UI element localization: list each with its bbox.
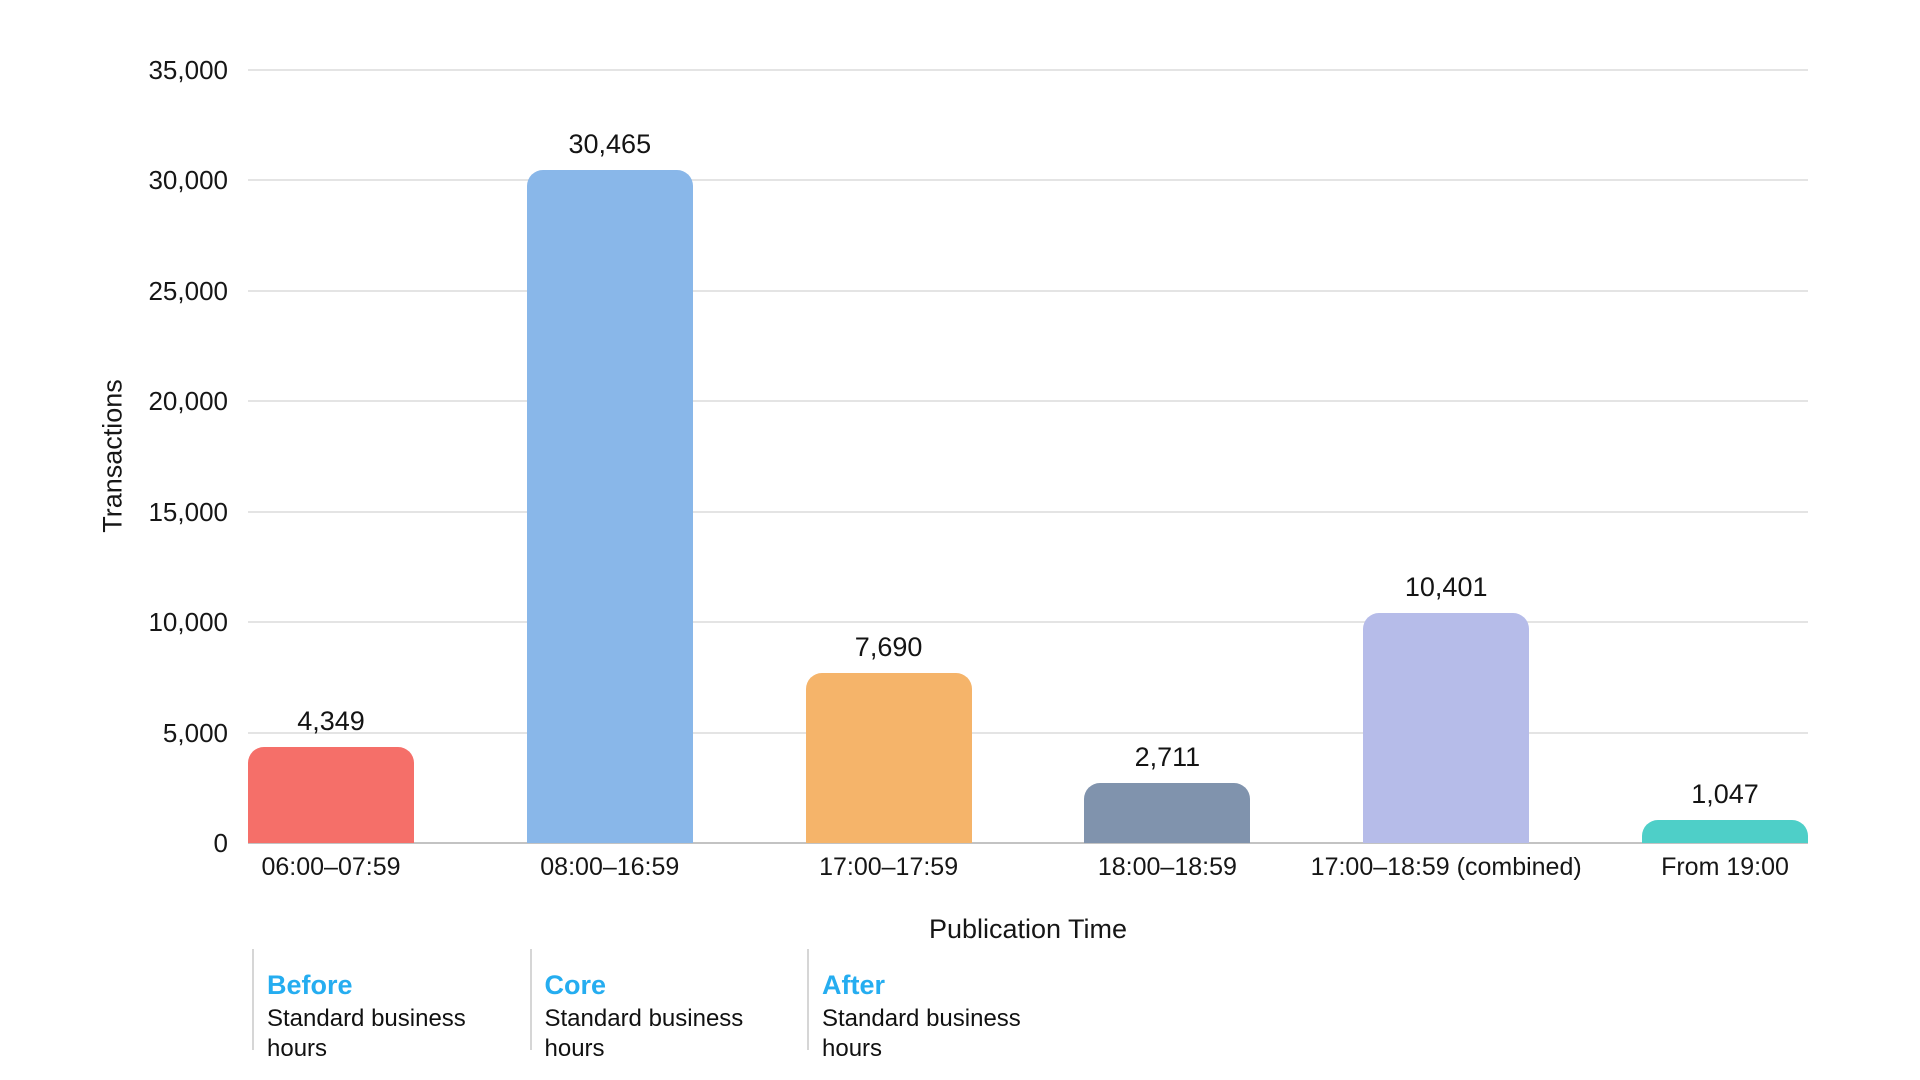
gridline (248, 400, 1808, 403)
x-tick-label: 06:00–07:59 (261, 853, 401, 881)
y-tick-label: 0 (213, 828, 228, 858)
bar-value-label: 30,465 (568, 129, 652, 160)
y-tick-label: 35,000 (148, 55, 228, 85)
bar-3 (805, 673, 972, 843)
gridline (248, 842, 1808, 844)
y-tick-label: 25,000 (148, 275, 228, 306)
y-tick-label: 15,000 (148, 496, 228, 527)
y-tick-label: 10,000 (148, 607, 228, 638)
bar-value-label: 4,349 (297, 705, 365, 736)
legend-subtitle-before: Standard business hours (267, 1005, 466, 1062)
legend-item-after: After Standard business hours (807, 949, 1085, 1062)
legend-subtitle-after: Standard business hours (822, 1005, 1021, 1062)
gridline (248, 289, 1808, 292)
bar-value-label: 7,690 (854, 632, 923, 663)
x-tick-label: From 19:00 (1661, 853, 1789, 881)
y-tick-label: 20,000 (148, 386, 228, 417)
gridline (248, 69, 1808, 71)
bar-value-label: 1,047 (1691, 778, 1759, 809)
bar-value-label: 10,401 (1404, 572, 1488, 603)
legend-title-core: Core (544, 970, 607, 1000)
bar-1 (248, 746, 414, 843)
legend-item-core: Core Standard business hours (529, 949, 808, 1062)
gridline (248, 179, 1808, 182)
x-tick-label: 08:00–16:59 (540, 853, 680, 881)
gridline (248, 731, 1808, 734)
x-tick-label: 18:00–18:59 (1097, 853, 1237, 881)
legend-title-after: After (822, 970, 886, 1000)
gridline (248, 510, 1808, 513)
bar-6 (1642, 819, 1808, 843)
gridline (248, 621, 1808, 624)
legend-item-before: Before Standard business hours (252, 949, 530, 1062)
x-axis-title: Publication Time (928, 914, 1128, 944)
x-tick-label: 17:00–17:59 (819, 853, 959, 881)
bar-5 (1363, 613, 1530, 843)
bar-4 (1084, 783, 1251, 843)
bar-value-label: 2,711 (1134, 742, 1201, 773)
bar-2 (526, 170, 693, 843)
y-tick-label: 5,000 (162, 717, 228, 748)
legend: Before Standard business hours Core Stan… (252, 949, 1085, 1062)
y-tick-label: 30,000 (148, 165, 228, 196)
plot-area: 4,349 30,465 7,690 2,711 10,401 1,047 (248, 69, 1808, 844)
legend-subtitle-core: Standard business hours (544, 1005, 744, 1062)
x-tick-label: 17:00–18:59 (combined) (1310, 853, 1582, 881)
legend-title-before: Before (267, 970, 353, 1000)
